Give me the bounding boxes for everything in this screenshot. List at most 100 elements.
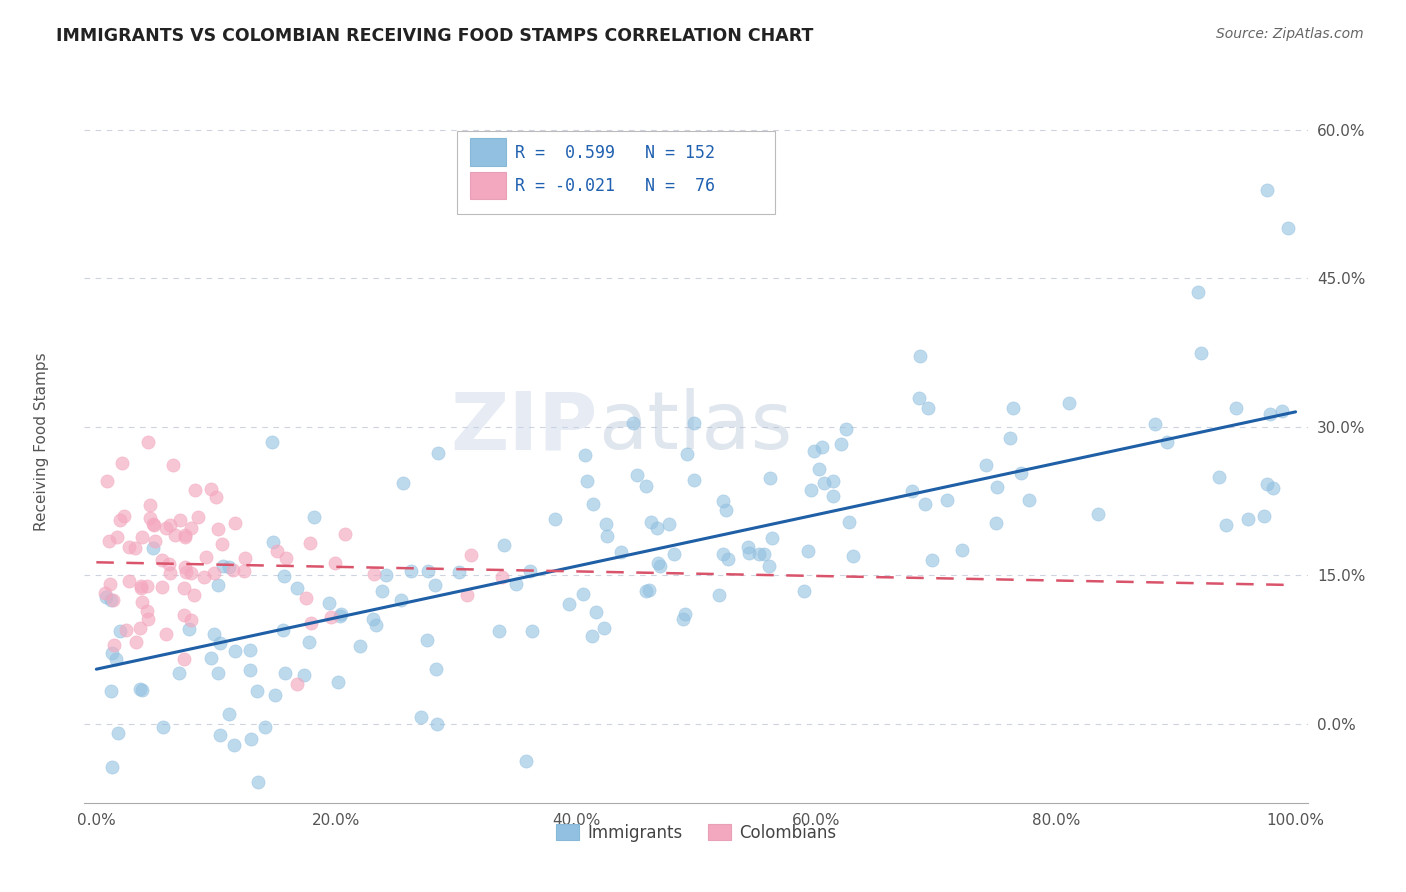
Point <box>758 558 780 573</box>
Point <box>159 566 181 581</box>
Point <box>759 471 782 485</box>
Point <box>142 516 165 531</box>
Point <box>1143 417 1166 432</box>
Point <box>676 446 699 460</box>
Point <box>125 634 148 648</box>
Point <box>582 497 605 511</box>
Point <box>392 475 415 490</box>
Point <box>128 621 150 635</box>
Point <box>647 557 669 571</box>
Point <box>1059 396 1081 410</box>
Point <box>426 716 449 731</box>
Point <box>136 579 159 593</box>
Point <box>621 416 644 430</box>
Point <box>100 759 122 773</box>
Point <box>180 613 202 627</box>
Point <box>910 349 932 363</box>
Point <box>1256 183 1278 197</box>
Point <box>558 597 581 611</box>
Point <box>157 557 180 571</box>
Point <box>162 458 184 472</box>
Point <box>142 517 165 532</box>
Point <box>202 626 225 640</box>
Point <box>239 642 262 657</box>
Point <box>370 584 392 599</box>
Point <box>101 592 124 607</box>
Point <box>173 581 195 595</box>
Point <box>900 484 922 499</box>
Point <box>254 720 277 734</box>
Point <box>266 544 288 558</box>
Point <box>650 558 672 573</box>
Point <box>298 634 321 648</box>
Point <box>335 526 357 541</box>
Point <box>711 493 734 508</box>
Point <box>574 448 596 462</box>
Point <box>638 583 661 598</box>
Point <box>425 662 447 676</box>
Point <box>167 665 190 680</box>
Point <box>94 591 117 605</box>
Point <box>329 608 352 623</box>
Point <box>207 665 229 680</box>
Point <box>520 624 543 639</box>
Point <box>108 513 131 527</box>
Point <box>209 728 232 742</box>
Point <box>218 707 240 722</box>
Point <box>585 606 607 620</box>
Point <box>800 483 823 498</box>
Point <box>211 537 233 551</box>
Point <box>494 538 516 552</box>
Point <box>207 578 229 592</box>
Point <box>114 624 136 638</box>
Point <box>194 549 217 564</box>
Point <box>118 574 141 588</box>
Point <box>180 566 202 580</box>
Point <box>292 668 315 682</box>
Point <box>179 622 201 636</box>
Point <box>572 587 595 601</box>
Point <box>1271 404 1294 418</box>
Point <box>645 521 668 535</box>
Point <box>426 446 449 460</box>
Point <box>738 546 761 560</box>
Point <box>610 544 633 558</box>
Point <box>917 401 939 415</box>
Point <box>986 480 1008 494</box>
Point <box>1225 401 1247 416</box>
Point <box>813 475 835 490</box>
Point <box>142 541 165 555</box>
Point <box>274 665 297 680</box>
Point <box>460 549 482 563</box>
Point <box>205 490 228 504</box>
Point <box>1087 507 1109 521</box>
Point <box>449 565 471 579</box>
Point <box>821 474 844 488</box>
Point <box>658 516 681 531</box>
Point <box>184 483 207 497</box>
Point <box>180 521 202 535</box>
Point <box>174 566 197 580</box>
Point <box>298 535 321 549</box>
Bar <box>470 172 506 200</box>
Point <box>129 579 152 593</box>
Point <box>974 458 997 472</box>
Point <box>207 523 229 537</box>
Point <box>389 592 412 607</box>
Point <box>111 457 134 471</box>
Point <box>349 639 371 653</box>
Point <box>374 568 396 582</box>
Point <box>211 558 233 573</box>
Point <box>173 652 195 666</box>
Point <box>636 584 658 599</box>
Point <box>129 681 152 696</box>
Point <box>418 565 440 579</box>
Point <box>299 616 322 631</box>
Point <box>1215 518 1237 533</box>
Point <box>488 624 510 638</box>
Point <box>173 607 195 622</box>
Bar <box>470 138 506 166</box>
Point <box>682 473 704 487</box>
Point <box>1263 481 1285 495</box>
Point <box>200 482 222 496</box>
